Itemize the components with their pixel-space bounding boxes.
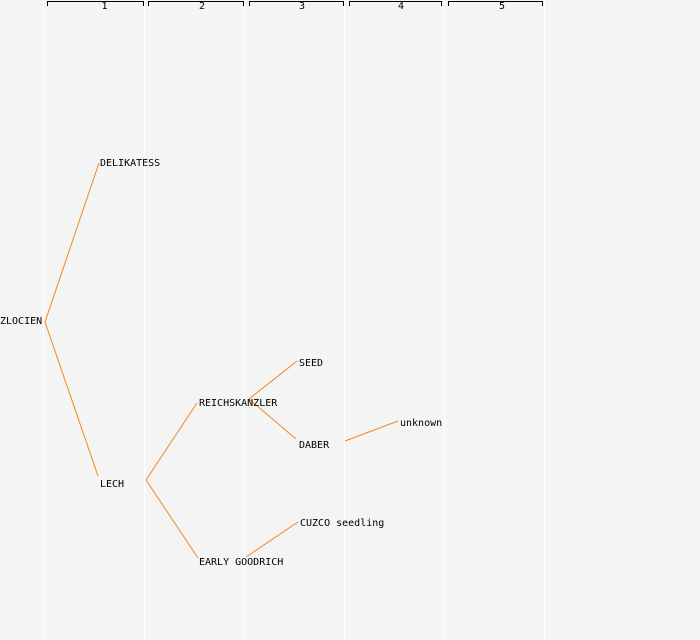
generation-number: 2: [199, 1, 205, 12]
node-label-reichskanzler: REICHSKANZLER: [199, 398, 278, 409]
generation-ruler: 1 2 3 4 5: [47, 1, 543, 12]
edge-lech-to-early-goodrich: [145, 479, 199, 559]
node-label-seed: SEED: [299, 358, 323, 369]
generation-number: 1: [101, 1, 107, 12]
generation-bracket: [47, 1, 144, 6]
generation-number: 5: [499, 1, 505, 12]
node-label-delikatess: DELIKATESS: [100, 158, 160, 169]
node-label-daber: DABER: [299, 440, 330, 451]
edge-lech-to-reichskanzler: [145, 402, 198, 481]
node-label-cuzco-seedling: CUZCO seedling: [300, 518, 384, 529]
node-label-lech: LECH: [100, 479, 124, 490]
gridlines: [43, 0, 545, 640]
edge-daber-to-unknown: [344, 420, 399, 442]
node-labels: ZLOCIEN DELIKATESS LECH REICHSKANZLER SEED DA…: [0, 158, 442, 568]
generation-number: 3: [299, 1, 305, 12]
edge-zlocien-to-lech: [44, 321, 99, 477]
generation-number: 4: [398, 1, 404, 12]
node-label-early-goodrich: EARLY GOODRICH: [199, 557, 283, 568]
edge-early-goodrich-to-cuzco-seedling: [245, 521, 299, 558]
generation-bracket: [448, 1, 543, 6]
edge-reichskanzler-to-seed: [248, 360, 298, 400]
node-label-zlocien: ZLOCIEN: [0, 316, 42, 327]
generation-bracket: [148, 1, 244, 6]
node-label-unknown: unknown: [400, 418, 442, 429]
generation-bracket: [249, 1, 344, 6]
generation-bracket: [349, 1, 442, 6]
edge-zlocien-to-delikatess: [44, 162, 100, 323]
edge-reichskanzler-to-daber: [248, 398, 297, 440]
pedigree-edges: [44, 162, 399, 559]
